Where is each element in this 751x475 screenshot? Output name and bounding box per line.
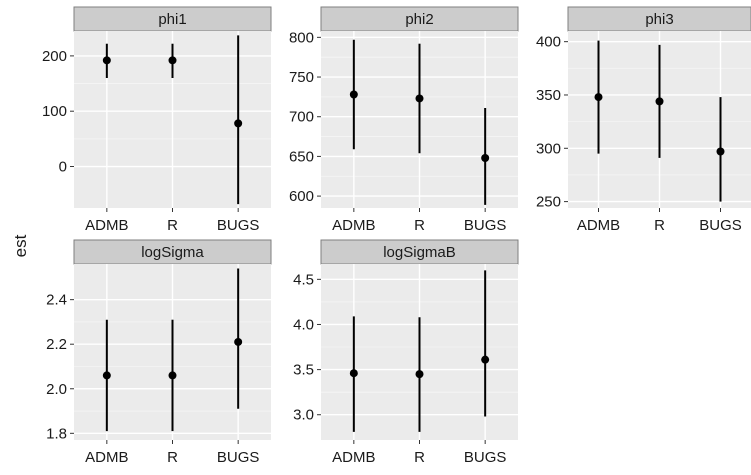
y-tick-label: 400	[536, 34, 561, 51]
data-point	[168, 56, 177, 65]
facet-panels: phi1 0 100 200 ADMB R BUGS phi2 600 650 700 750 800 A…	[42, 6, 751, 466]
data-point	[234, 337, 243, 346]
facet-phi3: phi3 250 300 350 400 ADMB R BUGS	[536, 6, 751, 234]
data-point	[234, 119, 243, 128]
y-tick-label: 2.0	[46, 381, 67, 398]
facet-phi1: phi1 0 100 200 ADMB R BUGS	[42, 6, 272, 234]
x-tick-label: BUGS	[464, 449, 507, 466]
y-tick-label: 650	[289, 148, 314, 165]
x-tick-label: ADMB	[85, 449, 128, 466]
y-tick-label: 800	[289, 29, 314, 46]
x-tick-label: R	[167, 449, 178, 466]
x-tick-label: ADMB	[85, 217, 128, 234]
data-point	[102, 56, 111, 65]
y-tick-label: 300	[536, 140, 561, 157]
y-tick-label: 200	[42, 48, 67, 65]
y-tick-label: 3.0	[293, 407, 314, 424]
facet-strip	[73, 6, 272, 32]
data-point	[349, 90, 358, 99]
y-tick-label: 2.4	[46, 292, 67, 309]
y-tick-label: 700	[289, 109, 314, 126]
data-point	[655, 97, 664, 106]
x-tick-label: R	[167, 217, 178, 234]
facet-strip-label: phi1	[158, 11, 186, 28]
y-axis-label: est	[11, 234, 30, 257]
facet-strip	[567, 6, 751, 32]
data-point	[594, 93, 603, 102]
y-tick-label: 2.2	[46, 336, 67, 353]
data-point	[349, 369, 358, 378]
y-tick-label: 1.8	[46, 425, 67, 442]
facet-strip-label: logSigmaB	[383, 244, 456, 261]
y-tick-label: 350	[536, 87, 561, 104]
y-tick-label: 750	[289, 69, 314, 86]
y-tick-label: 100	[42, 103, 67, 120]
y-tick-label: 4.0	[293, 316, 314, 333]
x-tick-label: BUGS	[217, 449, 260, 466]
data-point	[415, 370, 424, 379]
facet-strip	[320, 6, 519, 32]
facet-phi2: phi2 600 650 700 750 800 ADMB R BUGS	[289, 6, 519, 234]
data-point	[481, 153, 490, 162]
x-tick-label: BUGS	[464, 217, 507, 234]
y-tick-label: 0	[59, 159, 67, 176]
data-point	[168, 371, 177, 380]
x-tick-label: R	[414, 449, 425, 466]
facet-strip	[320, 239, 519, 265]
y-tick-label: 3.5	[293, 362, 314, 379]
data-point	[481, 355, 490, 364]
y-tick-label: 250	[536, 194, 561, 211]
x-tick-label: ADMB	[332, 449, 375, 466]
data-point	[716, 147, 725, 156]
x-tick-label: ADMB	[332, 217, 375, 234]
facet-strip-label: phi3	[645, 11, 673, 28]
x-tick-label: R	[414, 217, 425, 234]
x-tick-label: BUGS	[217, 217, 260, 234]
data-point	[415, 94, 424, 103]
facet-logSigma: logSigma 1.8 2.0 2.2 2.4 ADMB R BUGS	[46, 239, 272, 466]
facet-strip	[73, 239, 272, 265]
x-tick-label: R	[654, 217, 665, 234]
y-tick-label: 4.5	[293, 271, 314, 288]
data-point	[102, 371, 111, 380]
facet-logSigmaB: logSigmaB 3.0 3.5 4.0 4.5 ADMB R BUGS	[293, 239, 519, 466]
x-tick-label: BUGS	[699, 217, 742, 234]
x-tick-label: ADMB	[577, 217, 620, 234]
facet-strip-label: phi2	[405, 11, 433, 28]
facet-strip-label: logSigma	[141, 244, 204, 261]
y-tick-label: 600	[289, 188, 314, 205]
